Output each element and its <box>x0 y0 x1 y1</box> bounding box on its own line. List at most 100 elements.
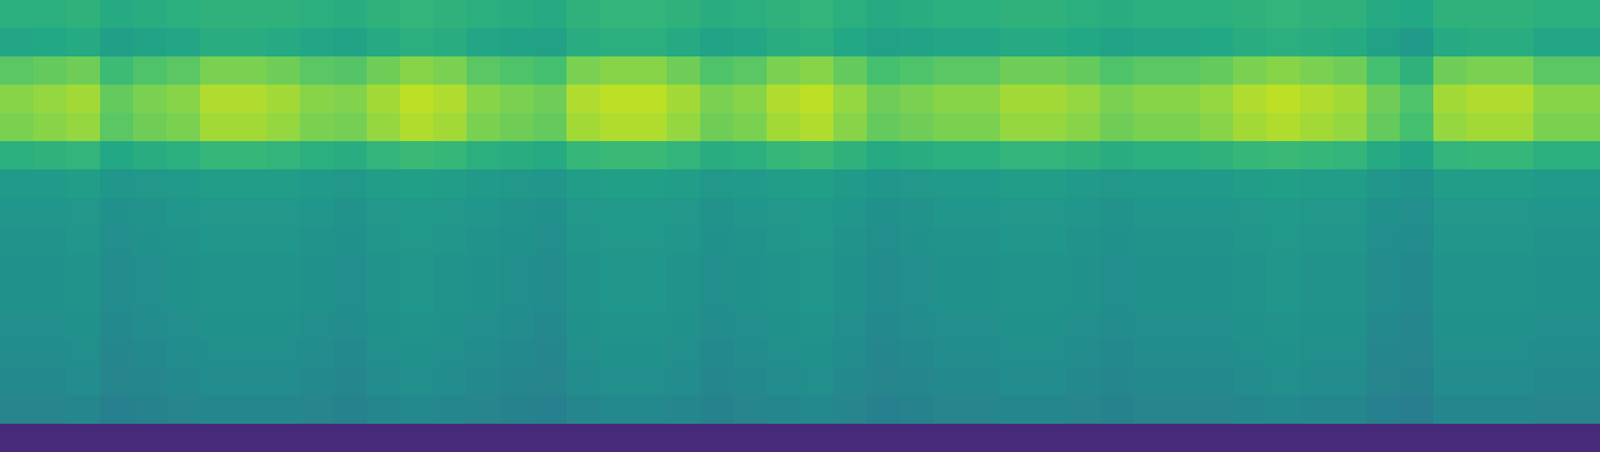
heatmap-cell <box>0 197 34 227</box>
heatmap-cell <box>0 141 34 170</box>
heatmap-cell <box>1399 197 1434 227</box>
heatmap-cell <box>766 84 801 114</box>
heatmap-cell <box>200 197 234 227</box>
heatmap-cell <box>1266 254 1301 284</box>
heatmap-cell <box>1399 84 1434 114</box>
heatmap-cell <box>766 226 801 255</box>
heatmap-cell <box>899 0 934 29</box>
heatmap-cell <box>1100 254 1134 284</box>
heatmap-cell <box>1033 423 1067 452</box>
heatmap-cell <box>866 112 901 142</box>
heatmap-cell <box>133 226 167 255</box>
heatmap-cell <box>1499 226 1534 255</box>
heatmap-cell <box>133 367 167 396</box>
heatmap-cell <box>1499 141 1534 170</box>
heatmap-cell <box>966 0 1001 29</box>
heatmap-cell <box>100 197 134 227</box>
heatmap-cell <box>800 169 834 198</box>
heatmap-cell <box>533 282 567 312</box>
heatmap-cell <box>1133 423 1168 452</box>
heatmap-cell <box>833 84 867 114</box>
heatmap-cell <box>1300 310 1334 340</box>
heatmap-cell <box>1533 112 1567 142</box>
heatmap-cell <box>899 197 934 227</box>
heatmap-cell <box>0 84 34 114</box>
heatmap-cell <box>1366 367 1401 396</box>
heatmap-cell <box>600 28 634 57</box>
heatmap-cell <box>1066 254 1101 284</box>
heatmap-cell <box>66 0 101 29</box>
heatmap-cell <box>666 310 701 340</box>
heatmap-cell <box>66 141 101 170</box>
heatmap-cell <box>1366 282 1401 312</box>
heatmap-cell <box>299 56 334 86</box>
heatmap-cell <box>266 423 301 452</box>
heatmap-cell <box>100 28 134 57</box>
heatmap-cell <box>399 310 434 340</box>
heatmap-cell <box>333 254 367 284</box>
heatmap-cell <box>666 254 701 284</box>
heatmap-cell <box>1433 141 1467 170</box>
heatmap-cell <box>899 169 934 198</box>
heatmap-cell <box>1200 310 1234 340</box>
heatmap-cell <box>1466 112 1501 142</box>
heatmap-cell <box>1566 169 1600 198</box>
heatmap-cell <box>1300 423 1334 452</box>
heatmap-cells <box>0 0 1600 452</box>
heatmap-cell <box>299 84 334 114</box>
heatmap-cell <box>899 310 934 340</box>
heatmap-cell <box>733 395 767 425</box>
heatmap-cell <box>366 367 401 396</box>
heatmap-cell <box>566 226 601 255</box>
heatmap-cell <box>1233 169 1267 198</box>
heatmap-cell <box>866 423 901 452</box>
heatmap-cell <box>1333 226 1367 255</box>
heatmap-cell <box>1366 339 1401 368</box>
heatmap-cell <box>1566 112 1600 142</box>
heatmap-cell <box>966 395 1001 425</box>
heatmap-cell <box>1033 0 1067 29</box>
heatmap-cell <box>1033 141 1067 170</box>
heatmap-cell <box>1266 282 1301 312</box>
heatmap-cell <box>266 112 301 142</box>
heatmap-cell <box>833 226 867 255</box>
heatmap-cell <box>1466 367 1501 396</box>
heatmap-cell <box>866 310 901 340</box>
heatmap-cell <box>999 339 1034 368</box>
heatmap-cell <box>1399 112 1434 142</box>
heatmap-cell <box>1066 141 1101 170</box>
heatmap-cell <box>466 169 500 198</box>
heatmap-cell <box>366 310 401 340</box>
heatmap-cell <box>866 84 901 114</box>
heatmap-cell <box>366 112 401 142</box>
heatmap-cell <box>999 395 1034 425</box>
heatmap-cell <box>600 0 634 29</box>
heatmap-cell <box>233 310 267 340</box>
heatmap-cell <box>133 395 167 425</box>
heatmap-cell <box>1166 310 1201 340</box>
heatmap-cell <box>1399 169 1434 198</box>
heatmap-cell <box>1166 197 1201 227</box>
heatmap-cell <box>966 254 1001 284</box>
heatmap-cell <box>433 339 467 368</box>
heatmap-cell <box>1166 0 1201 29</box>
heatmap-cell <box>833 254 867 284</box>
heatmap-cell <box>866 56 901 86</box>
heatmap-cell <box>566 169 601 198</box>
heatmap-cell <box>33 282 68 312</box>
heatmap-cell <box>1366 423 1401 452</box>
heatmap-cell <box>466 282 500 312</box>
heatmap-cell <box>433 169 467 198</box>
heatmap-cell <box>33 367 68 396</box>
heatmap-cell <box>466 254 500 284</box>
heatmap-cell <box>600 367 634 396</box>
heatmap-cell <box>1499 28 1534 57</box>
heatmap-cell <box>866 197 901 227</box>
heatmap-cell <box>433 423 467 452</box>
heatmap-cell <box>899 84 934 114</box>
heatmap-cell <box>1333 169 1367 198</box>
heatmap-cell <box>533 197 567 227</box>
heatmap-cell <box>333 56 367 86</box>
heatmap-cell <box>33 197 68 227</box>
heatmap-cell <box>1533 395 1567 425</box>
